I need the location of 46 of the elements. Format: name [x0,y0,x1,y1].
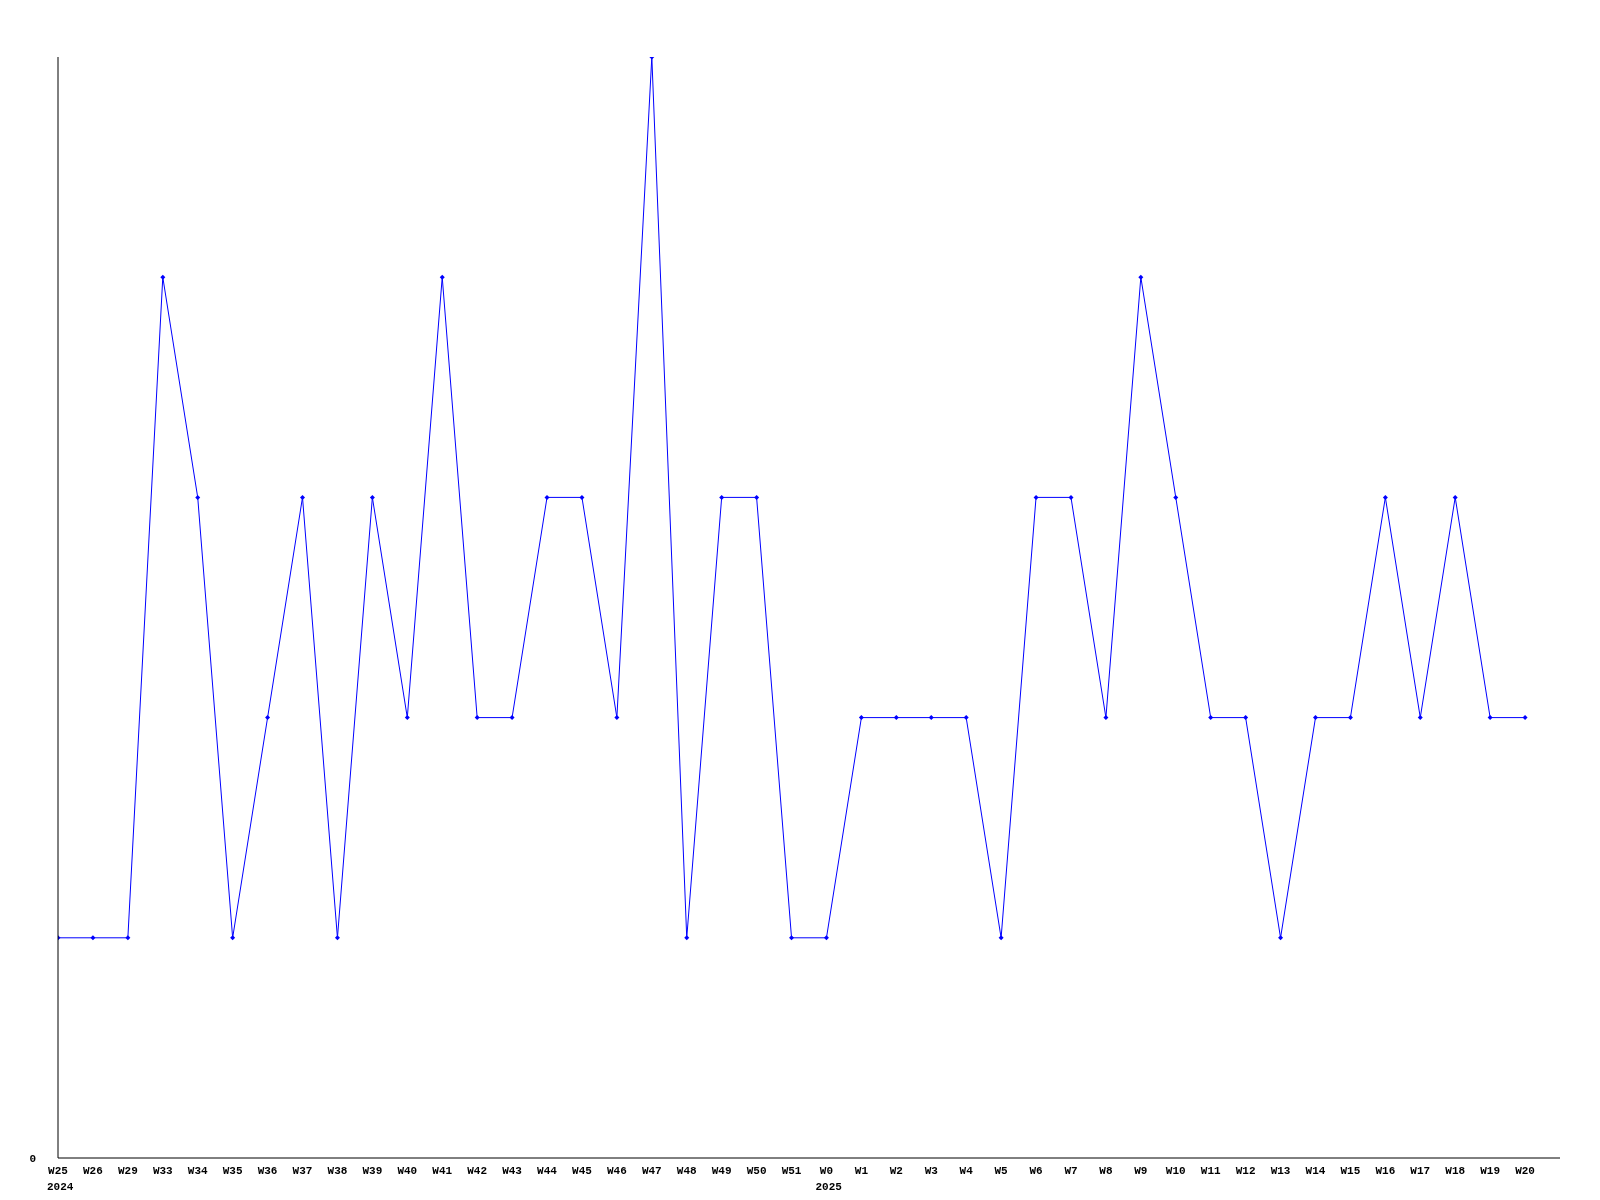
x-tick-label: W13 [1270,1164,1291,1177]
x-tick-label: W29 [117,1164,138,1177]
x-tick-label: W43 [502,1164,523,1177]
x-tick-label: W49 [711,1164,732,1177]
x-tick-label: W36 [257,1164,278,1177]
x-tick-label: W9 [1134,1164,1148,1177]
x-tick-label: W48 [676,1164,698,1177]
text: 2025 [815,1181,843,1193]
x-tick-label: W33 [152,1164,174,1177]
x-tick-label: W8 [1099,1164,1113,1177]
x-tick-label: W44 [537,1164,558,1177]
x-tick-label: W5 [994,1164,1009,1177]
x-tick-label: W46 [606,1164,627,1177]
x-tick-label: W7 [1064,1164,1078,1177]
x-tick-label: W14 [1305,1164,1326,1177]
x-tick-label: W4 [959,1164,974,1177]
x-tick-label: W0 [819,1164,834,1177]
x-tick-label: W51 [781,1164,802,1177]
x-tick-label: W40 [397,1164,418,1177]
x-tick-label: W38 [327,1164,348,1177]
x-tick-label: W37 [292,1164,313,1177]
x-tick-label: W11 [1200,1164,1221,1177]
x-tick-label: W41 [432,1164,453,1177]
x-tick-label: W47 [641,1164,662,1177]
x-tick-label: W16 [1375,1164,1396,1177]
text: 2024 [47,1181,74,1193]
x-tick-label: W12 [1235,1164,1256,1177]
x-tick-label: W18 [1445,1164,1466,1177]
x-tick-label: W15 [1340,1164,1361,1177]
x-tick-label: W19 [1480,1164,1501,1177]
x-tick-label: W45 [572,1164,593,1177]
x-tick-label: W1 [854,1164,869,1177]
x-tick-label: W25 [48,1164,69,1177]
text: 0 [29,1153,36,1165]
x-tick-label: W35 [222,1164,243,1177]
x-tick-label: W3 [924,1164,939,1177]
x-tick-label: W39 [362,1164,383,1177]
x-tick-label: W10 [1165,1164,1186,1177]
x-tick-label: W50 [746,1164,767,1177]
x-tick-label: W42 [467,1164,488,1177]
x-tick-label: W34 [187,1164,209,1177]
x-tick-label: W20 [1515,1164,1535,1177]
x-tick-label: W26 [83,1164,103,1177]
x-tick-label: W2 [889,1164,903,1177]
x-tick-label: W17 [1410,1164,1431,1177]
x-tick-label: W6 [1029,1164,1043,1177]
